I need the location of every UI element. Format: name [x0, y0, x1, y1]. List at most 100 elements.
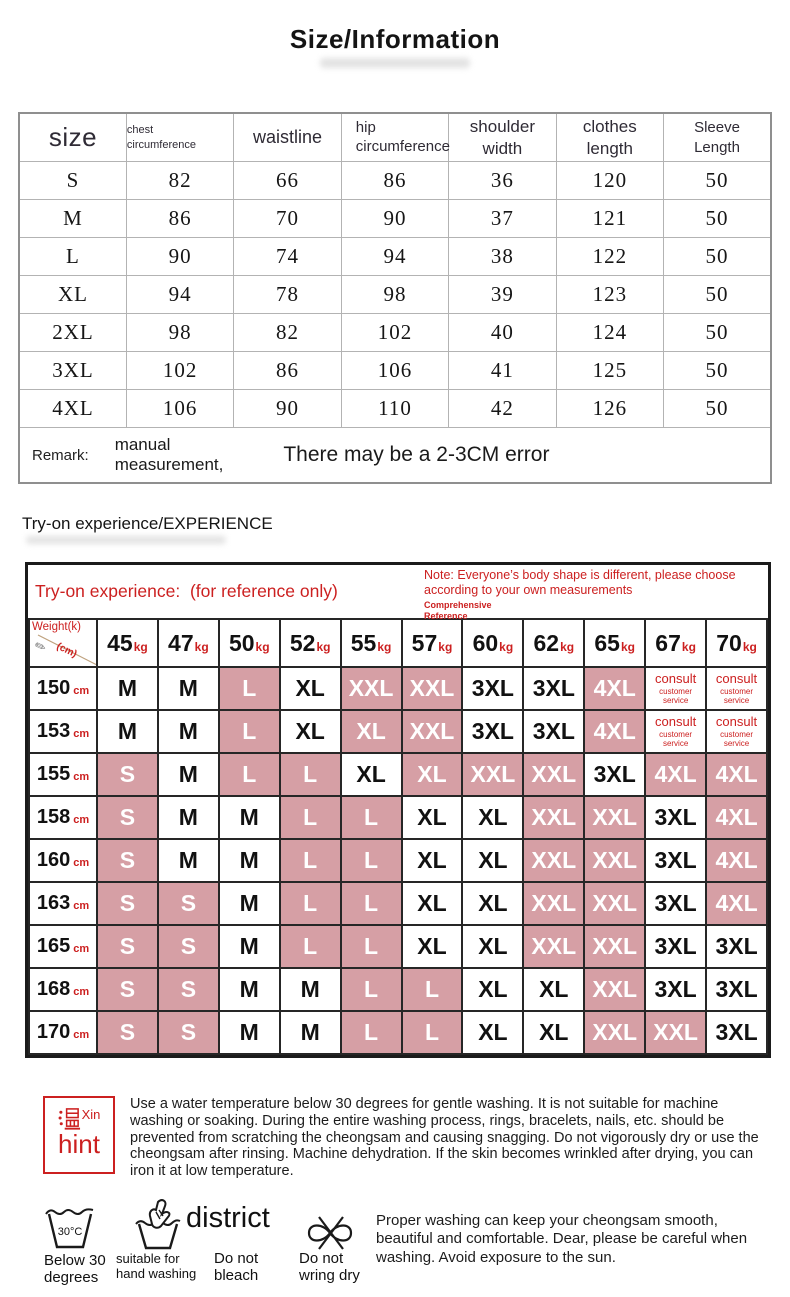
no-bleach-label: Do not bleach [214, 1250, 259, 1285]
size-col-header-6: Sleeve Length [663, 112, 772, 162]
weight-header-cell: 55kg [339, 618, 403, 668]
weight-value: 55 [350, 629, 377, 656]
height-header-cell: 158 cm [28, 795, 98, 840]
washing-instructions-text: Use a water temperature below 30 degrees… [130, 1096, 759, 1180]
measurement-cell: 42 [448, 389, 557, 428]
height-header-cell: 170 cm [28, 1010, 98, 1055]
recommended-size-cell: XXL [522, 752, 586, 797]
tryon-table-row: 158 cm S M M L L XL XL XXL XXL 3XL 4XL [28, 795, 768, 840]
recommended-size-cell: L [278, 752, 342, 797]
recommended-size-cell: XL [461, 881, 525, 926]
recommended-size-cell: 3XL [644, 967, 708, 1012]
recommended-size-cell: 3XL [461, 709, 525, 754]
height-header-cell: 165 cm [28, 924, 98, 969]
recommended-size-cell: L [400, 967, 464, 1012]
recommended-size-cell: XL [400, 924, 464, 969]
recommended-size-cell: S [156, 1010, 220, 1055]
recommended-size-cell: XL [522, 967, 586, 1012]
no-wring-label: Do not wring dry [299, 1250, 360, 1285]
recommended-size-cell: 3XL [522, 709, 586, 754]
measurement-cell: 82 [125, 161, 235, 200]
weight-unit: kg [438, 639, 453, 654]
measurement-cell: 82 [233, 313, 342, 352]
measurement-cell: 50 [663, 161, 772, 200]
height-value: 170 [36, 1021, 71, 1043]
size-name-cell: 3XL [18, 351, 127, 390]
recommended-size-cell: XL [461, 967, 525, 1012]
recommended-size-cell: L [278, 881, 342, 926]
recommended-size-cell: 4XL [705, 752, 768, 797]
height-value: 153 [36, 720, 71, 742]
measurement-cell: 86 [340, 161, 450, 200]
weight-header-cell: 45kg [96, 618, 159, 668]
weight-header-row: Weight(k) ✎ (cm) 45kg 47kg 50kg 52kg 55kg 57k… [28, 618, 768, 668]
hint-word: hint [58, 1129, 100, 1159]
height-unit: cm [73, 728, 90, 740]
recommended-size-cell: XL [400, 838, 464, 883]
remark-note-1: manual measurement, [114, 435, 224, 474]
tryon-table-row: 163 cm S S M L L XL XL XXL XXL 3XL 4XL [28, 881, 768, 926]
size-col-header-4: shoulder width [448, 112, 557, 162]
recommended-size-cell: 3XL [644, 881, 708, 926]
svg-text:30°C: 30°C [58, 1226, 83, 1238]
weight-unit: kg [681, 639, 696, 654]
recommended-size-cell: M [156, 666, 220, 711]
recommended-size-cell: L [339, 924, 403, 969]
weight-value: 67 [655, 629, 681, 656]
consult-sub-label: customer service [659, 687, 693, 706]
recommended-size-cell: XXL [644, 1010, 708, 1055]
recommended-size-cell: XL [461, 838, 525, 883]
recommended-size-cell: XXL [339, 666, 403, 711]
height-value: 160 [36, 849, 71, 871]
size-col-header-0: size [18, 112, 127, 162]
recommended-size-cell: XXL [522, 795, 586, 840]
recommended-size-cell: M [156, 795, 220, 840]
measurement-cell: 86 [233, 351, 342, 390]
size-table-row: XL 94 78 98 39 123 50 [18, 275, 772, 314]
recommended-size-cell: XL [400, 795, 464, 840]
size-table-row: M 86 70 90 37 121 50 [18, 199, 772, 238]
height-header-cell: 155 cm [28, 752, 98, 797]
height-header-cell: 163 cm [28, 881, 98, 926]
measurement-cell: 125 [555, 351, 665, 390]
corner-weight-label: Weight(k) [32, 621, 81, 633]
recommended-size-cell: XXL [583, 838, 647, 883]
weight-header-cell: 52kg [278, 618, 342, 668]
recommended-size-cell: 3XL [705, 967, 768, 1012]
recommended-size-cell: XL [278, 709, 342, 754]
recommended-size-cell: 3XL [705, 1010, 768, 1055]
height-unit: cm [73, 857, 90, 869]
recommended-size-cell: 4XL [705, 838, 768, 883]
recommended-size-cell: XXL [583, 795, 647, 840]
recommended-size-cell: XL [400, 752, 464, 797]
size-col-header-5: clothes length [555, 112, 665, 162]
recommended-size-cell: L [339, 838, 403, 883]
measurement-cell: 36 [448, 161, 557, 200]
tryon-note: Note: Everyone’s body shape is different… [424, 568, 736, 597]
recommended-size-cell: M [217, 924, 281, 969]
hint-xin-label: Xin [81, 1107, 101, 1122]
measurement-cell: 106 [340, 351, 450, 390]
recommended-size-cell: 4XL [583, 666, 647, 711]
measurement-cell: 74 [233, 237, 342, 276]
weight-header-cell: 62kg [522, 618, 586, 668]
size-table: size chest circumference waistline hip circ… [18, 112, 772, 484]
tryon-table-row: 168 cm S S M M L L XL XL XXL 3XL 3XL [28, 967, 768, 1012]
height-unit: cm [73, 814, 90, 826]
consult-label: consult [655, 670, 697, 686]
wash-basin-30-icon: 30°C [45, 1208, 94, 1249]
recommended-size-cell: XXL [583, 967, 647, 1012]
size-name-cell: S [18, 161, 127, 200]
recommended-size-cell: 4XL [644, 752, 708, 797]
weight-value: 60 [472, 629, 499, 656]
recommended-size-cell: 3XL [705, 924, 768, 969]
tryon-table: Weight(k) ✎ (cm) 45kg 47kg 50kg 52kg 55kg 57k… [28, 618, 768, 1055]
consult-label: consult [715, 713, 758, 729]
recommended-size-cell: M [278, 1010, 342, 1055]
recommended-size-cell: XXL [400, 709, 464, 754]
recommended-size-cell: L [339, 967, 403, 1012]
recommended-size-cell: XXL [522, 924, 586, 969]
height-unit: cm [73, 1029, 90, 1041]
height-unit: cm [73, 685, 90, 697]
